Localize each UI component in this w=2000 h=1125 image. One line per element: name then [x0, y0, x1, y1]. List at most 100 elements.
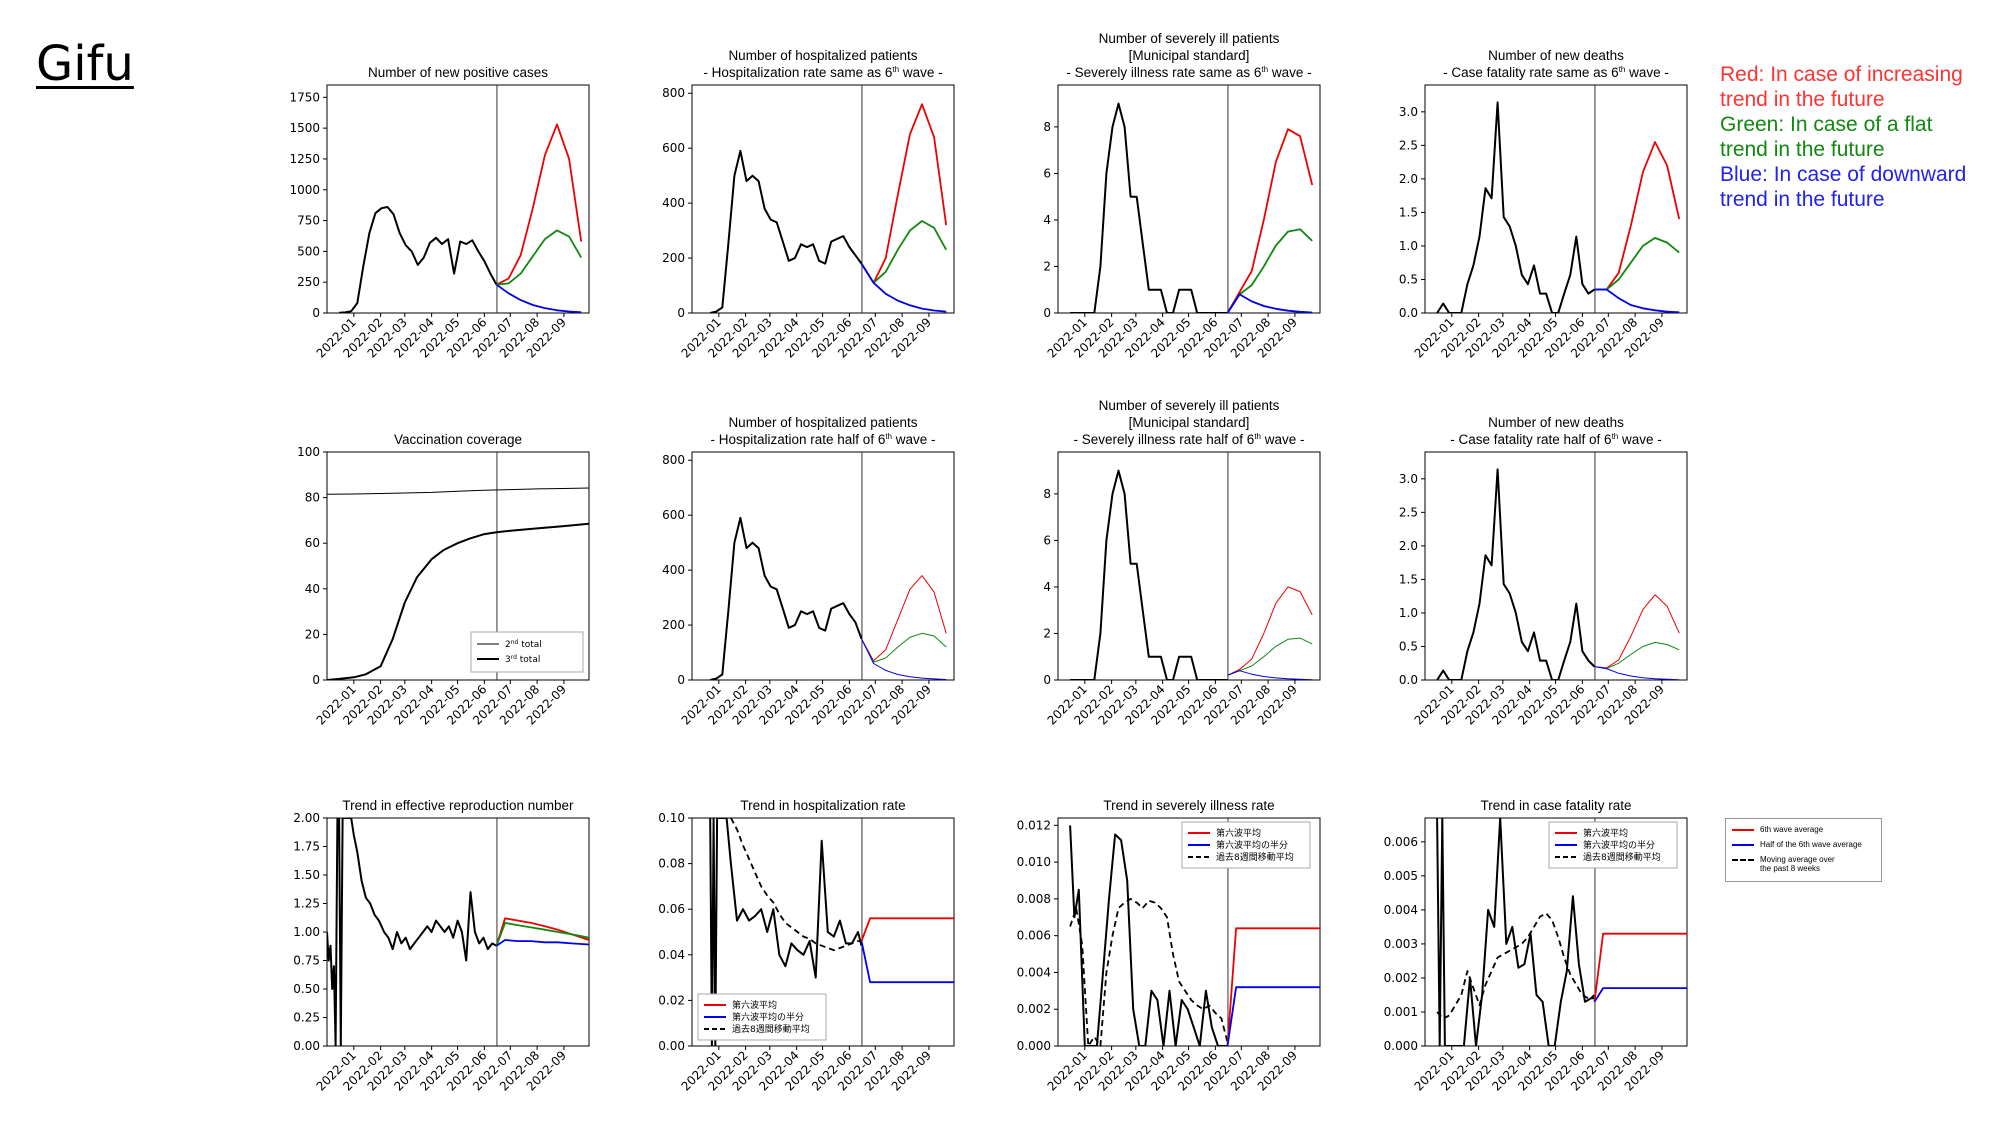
y-tick-label: 2.5: [1399, 505, 1418, 519]
y-tick-label: 1.5: [1399, 205, 1418, 219]
y-tick-label: 2.5: [1399, 138, 1418, 152]
y-tick-label: 0: [677, 306, 685, 320]
y-tick-label: 0.002: [1384, 971, 1418, 985]
series-ma: [1436, 912, 1595, 1020]
y-tick-label: 0.0: [1399, 306, 1418, 320]
y-tick-label: 600: [662, 141, 685, 155]
y-tick-label: 0.004: [1384, 903, 1418, 917]
series-down: [860, 263, 947, 313]
y-tick-label: 0.02: [658, 993, 685, 1007]
y-tick-label: 250: [297, 275, 320, 289]
scenario-down-label: Blue: In case of downward trend in the f…: [1720, 163, 1967, 211]
y-tick-label: 0.006: [1384, 835, 1418, 849]
y-tick-label: 80: [305, 491, 320, 505]
y-tick-label: 60: [305, 536, 320, 550]
y-tick-label: 0: [677, 673, 685, 687]
legend-label: 第六波平均: [1583, 827, 1628, 839]
y-tick-label: 100: [297, 445, 320, 459]
rate-legend: 6th wave average Half of the 6th wave av…: [1725, 818, 1882, 882]
y-tick-label: 1500: [289, 121, 320, 135]
y-tick-label: 0.10: [658, 811, 685, 825]
y-tick-label: 0.5: [1399, 272, 1418, 286]
rate-legend-item: 6th wave average: [1732, 825, 1823, 834]
series-up: [1594, 594, 1680, 669]
y-tick-label: 4: [1043, 580, 1051, 594]
chart-fatality-rate: Trend in case fatality rate 0.000 0.001 0.0…: [1384, 798, 1688, 1094]
y-tick-label: 0.08: [658, 857, 685, 871]
series-up: [860, 103, 948, 284]
scenario-flat-label: Green: In case of a flat trend in the fu…: [1720, 113, 1933, 161]
legend-swatch-red: [1732, 829, 1754, 831]
plot-frame: [1424, 451, 1688, 681]
chart-title: Trend in severely illness rate: [1103, 798, 1274, 813]
series-flat: [496, 229, 582, 286]
y-tick-label: 400: [662, 563, 685, 577]
legend-label: 2nd total: [505, 639, 542, 650]
series-flat: [1226, 228, 1313, 313]
y-tick-label: 0.003: [1384, 937, 1418, 951]
legend-label: Half of the 6th wave average: [1760, 840, 1862, 849]
scenario-legend: Red: In case of increasing trend in the …: [1720, 62, 1966, 212]
series-up: [860, 917, 954, 942]
y-tick-label: 1.25: [293, 897, 320, 911]
chart-title: - Severely illness rate half of 6th wave…: [1073, 432, 1304, 447]
series-thick: [327, 522, 589, 680]
series-down: [1593, 987, 1687, 1003]
chart-title: - Case fatality rate half of 6th wave -: [1450, 432, 1662, 447]
y-tick-label: 0: [312, 673, 320, 687]
y-tick-label: 800: [662, 453, 685, 467]
chart-hosp-rate: Trend in hospitalization rate 0.00 0.02 0.0…: [658, 798, 955, 1094]
y-tick-label: 1000: [289, 183, 320, 197]
chart-rt: Trend in effective reproduction number 0.…: [293, 798, 590, 1094]
y-tick-label: 2.00: [293, 811, 320, 825]
plot-frame: [691, 84, 955, 314]
plot-frame: [1057, 451, 1321, 681]
series-flat: [495, 922, 589, 947]
legend-label: 第六波平均の半分: [1216, 839, 1288, 851]
series-ma: [730, 818, 862, 952]
y-tick-label: 0.5: [1399, 639, 1418, 653]
y-tick-label: 6: [1043, 533, 1051, 547]
series-observed: [1436, 101, 1596, 313]
series-observed: [1436, 468, 1596, 680]
y-tick-label: 0.00: [293, 1039, 320, 1053]
legend-label: 第六波平均: [732, 999, 777, 1011]
series-up: [1593, 932, 1687, 1002]
chart-title: Number of new deaths: [1488, 48, 1624, 63]
y-tick-label: 0.04: [658, 948, 685, 962]
y-tick-label: 750: [297, 214, 320, 228]
y-tick-label: 0.005: [1384, 869, 1418, 883]
series-down: [860, 940, 954, 984]
y-tick-label: 0.06: [658, 902, 685, 916]
y-tick-label: 8: [1043, 120, 1051, 134]
y-tick-label: 3.0: [1399, 105, 1418, 119]
series-up: [1227, 586, 1313, 676]
series-up: [496, 123, 583, 286]
series-flat: [860, 220, 947, 284]
chart-title: Number of severely ill patients: [1099, 398, 1280, 413]
y-tick-label: 0.001: [1384, 1005, 1418, 1019]
chart-legend: 2nd total 3rd total: [470, 631, 584, 673]
rate-legend-item: Half of the 6th wave average: [1732, 840, 1862, 849]
y-tick-label: 1.5: [1399, 572, 1418, 586]
plot-frame: [1424, 84, 1688, 314]
y-tick-label: 0.008: [1017, 892, 1051, 906]
y-tick-label: 0.00: [658, 1039, 685, 1053]
y-tick-label: 0: [1043, 306, 1051, 320]
legend-label: 3rd total: [505, 654, 540, 665]
y-tick-label: 200: [662, 618, 685, 632]
y-tick-label: 0.50: [293, 982, 320, 996]
chart-hosp-half: Number of hospitalized patients - Hospita…: [662, 415, 955, 728]
y-tick-label: 0.006: [1017, 929, 1051, 943]
chart-title: - Hospitalization rate half of 6th wave …: [710, 432, 935, 447]
legend-label: Moving average over the past 8 weeks: [1760, 855, 1835, 873]
series-up: [1226, 128, 1314, 313]
series-thin: [327, 487, 589, 495]
y-tick-label: 0.012: [1017, 818, 1051, 832]
chart-title: Number of hospitalized patients: [728, 415, 917, 430]
legend-label: 過去8週間移動平均: [1583, 851, 1661, 863]
chart-deaths-half: Number of new deaths - Case fatality rate…: [1399, 415, 1688, 728]
